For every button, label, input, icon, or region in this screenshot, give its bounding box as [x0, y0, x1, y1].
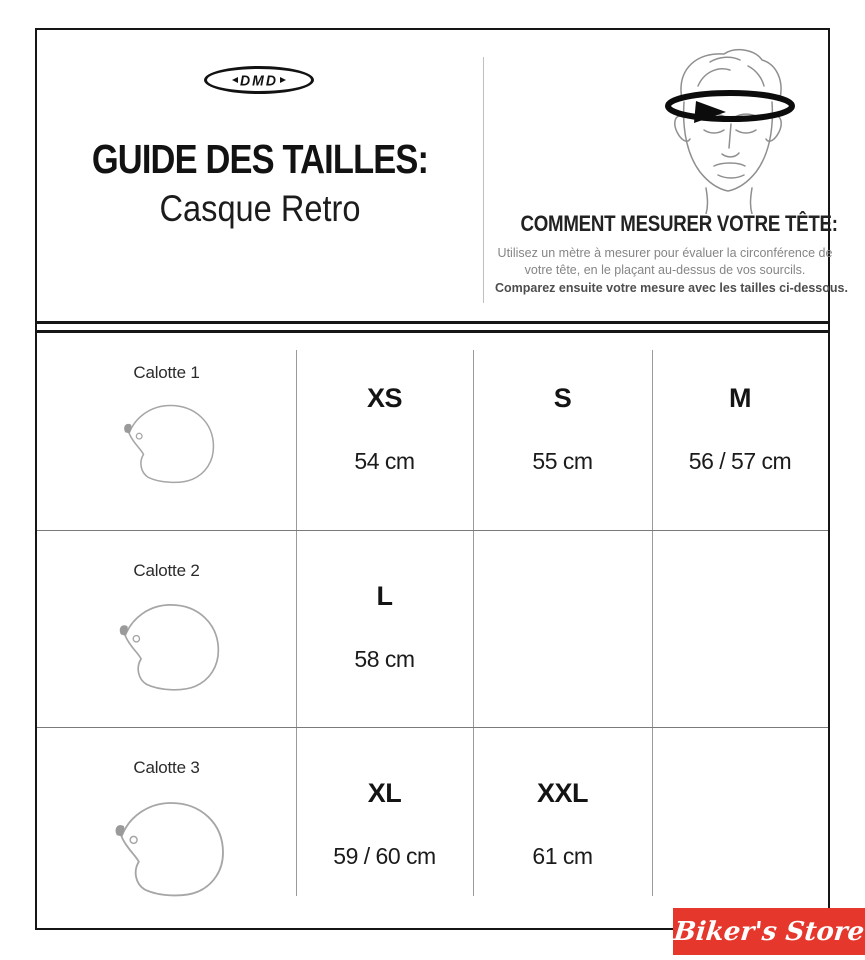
size-value: 54 cm	[354, 448, 415, 474]
helmet-icon	[103, 591, 230, 695]
head-measurement-illustration-icon	[665, 48, 795, 214]
helmet-icon	[109, 393, 224, 487]
size-cell: XS 54 cm	[296, 333, 473, 530]
shell-cell: Calotte 2	[37, 531, 296, 727]
header-vertical-divider	[483, 57, 484, 303]
measure-line-2: votre tête, en le plaçant au-dessus de v…	[524, 263, 806, 278]
measuring-tape-arrow-icon	[665, 90, 795, 123]
title-block: GUIDE DES TAILLES: Casque Retro	[37, 136, 483, 230]
dmd-logo-text: DMD	[240, 71, 278, 89]
size-cell: M 56 / 57 cm	[652, 333, 828, 530]
page-title: GUIDE DES TAILLES:	[91, 136, 429, 182]
size-cell: S 55 cm	[473, 333, 652, 530]
dmd-logo: DMD	[204, 66, 314, 94]
table-row-calotte-2: Calotte 2 L 58 cm	[37, 530, 828, 727]
page-border-frame	[35, 28, 830, 930]
measure-line-1: Utilisez un mètre à mesurer pour évaluer…	[497, 246, 833, 261]
column-divider	[652, 531, 653, 727]
column-divider	[473, 350, 474, 530]
table-row-calotte-1: Calotte 1 XS 54 cm S 55 cm M 56 / 57 cm	[37, 333, 828, 530]
size-value: 59 / 60 cm	[333, 843, 436, 869]
shell-label: Calotte 1	[133, 363, 200, 382]
size-cell: XL 59 / 60 cm	[296, 728, 473, 924]
size-value: 61 cm	[532, 843, 593, 869]
size-table: Calotte 1 XS 54 cm S 55 cm M 56 / 57 cm …	[37, 333, 828, 924]
size-cell-empty	[473, 531, 652, 727]
size-label: XL	[367, 778, 402, 808]
measure-line-3: Comparez ensuite votre mesure avec les t…	[495, 280, 848, 295]
table-row-calotte-3: Calotte 3 XL 59 / 60 cm XXL 61 cm	[37, 727, 828, 924]
size-label: XS	[366, 383, 403, 413]
size-cell: L 58 cm	[296, 531, 473, 727]
dmd-logo-left-tip-icon	[232, 77, 239, 83]
measure-heading: COMMENT MESURER VOTRE TÊTE:	[520, 211, 839, 236]
column-divider	[652, 350, 653, 530]
size-cell-empty	[652, 531, 828, 727]
shell-label: Calotte 2	[133, 561, 200, 580]
shell-cell: Calotte 1	[37, 333, 296, 530]
page-subtitle: Casque Retro	[159, 188, 361, 230]
size-label: S	[553, 383, 572, 413]
column-divider	[473, 531, 474, 727]
column-divider	[296, 531, 297, 727]
column-divider	[296, 350, 297, 530]
size-cell: XXL 61 cm	[473, 728, 652, 924]
bikers-store-watermark: Biker's Store	[672, 908, 865, 955]
size-label: L	[376, 581, 394, 611]
size-value: 58 cm	[354, 646, 415, 672]
size-value: 55 cm	[532, 448, 593, 474]
shell-label: Calotte 3	[133, 758, 200, 777]
size-label: M	[729, 383, 752, 413]
double-rule-separator	[37, 321, 828, 333]
size-label: XXL	[536, 778, 589, 808]
size-value: 56 / 57 cm	[688, 448, 792, 474]
column-divider	[652, 728, 653, 896]
shell-cell: Calotte 3	[37, 728, 296, 924]
size-cell-empty	[652, 728, 828, 924]
bikers-store-label: Biker's Store	[672, 916, 865, 947]
helmet-icon	[97, 788, 236, 901]
column-divider	[296, 728, 297, 896]
measure-instructions: COMMENT MESURER VOTRE TÊTE: Utilisez un …	[495, 211, 848, 297]
dmd-logo-right-tip-icon	[279, 77, 286, 83]
column-divider	[473, 728, 474, 896]
